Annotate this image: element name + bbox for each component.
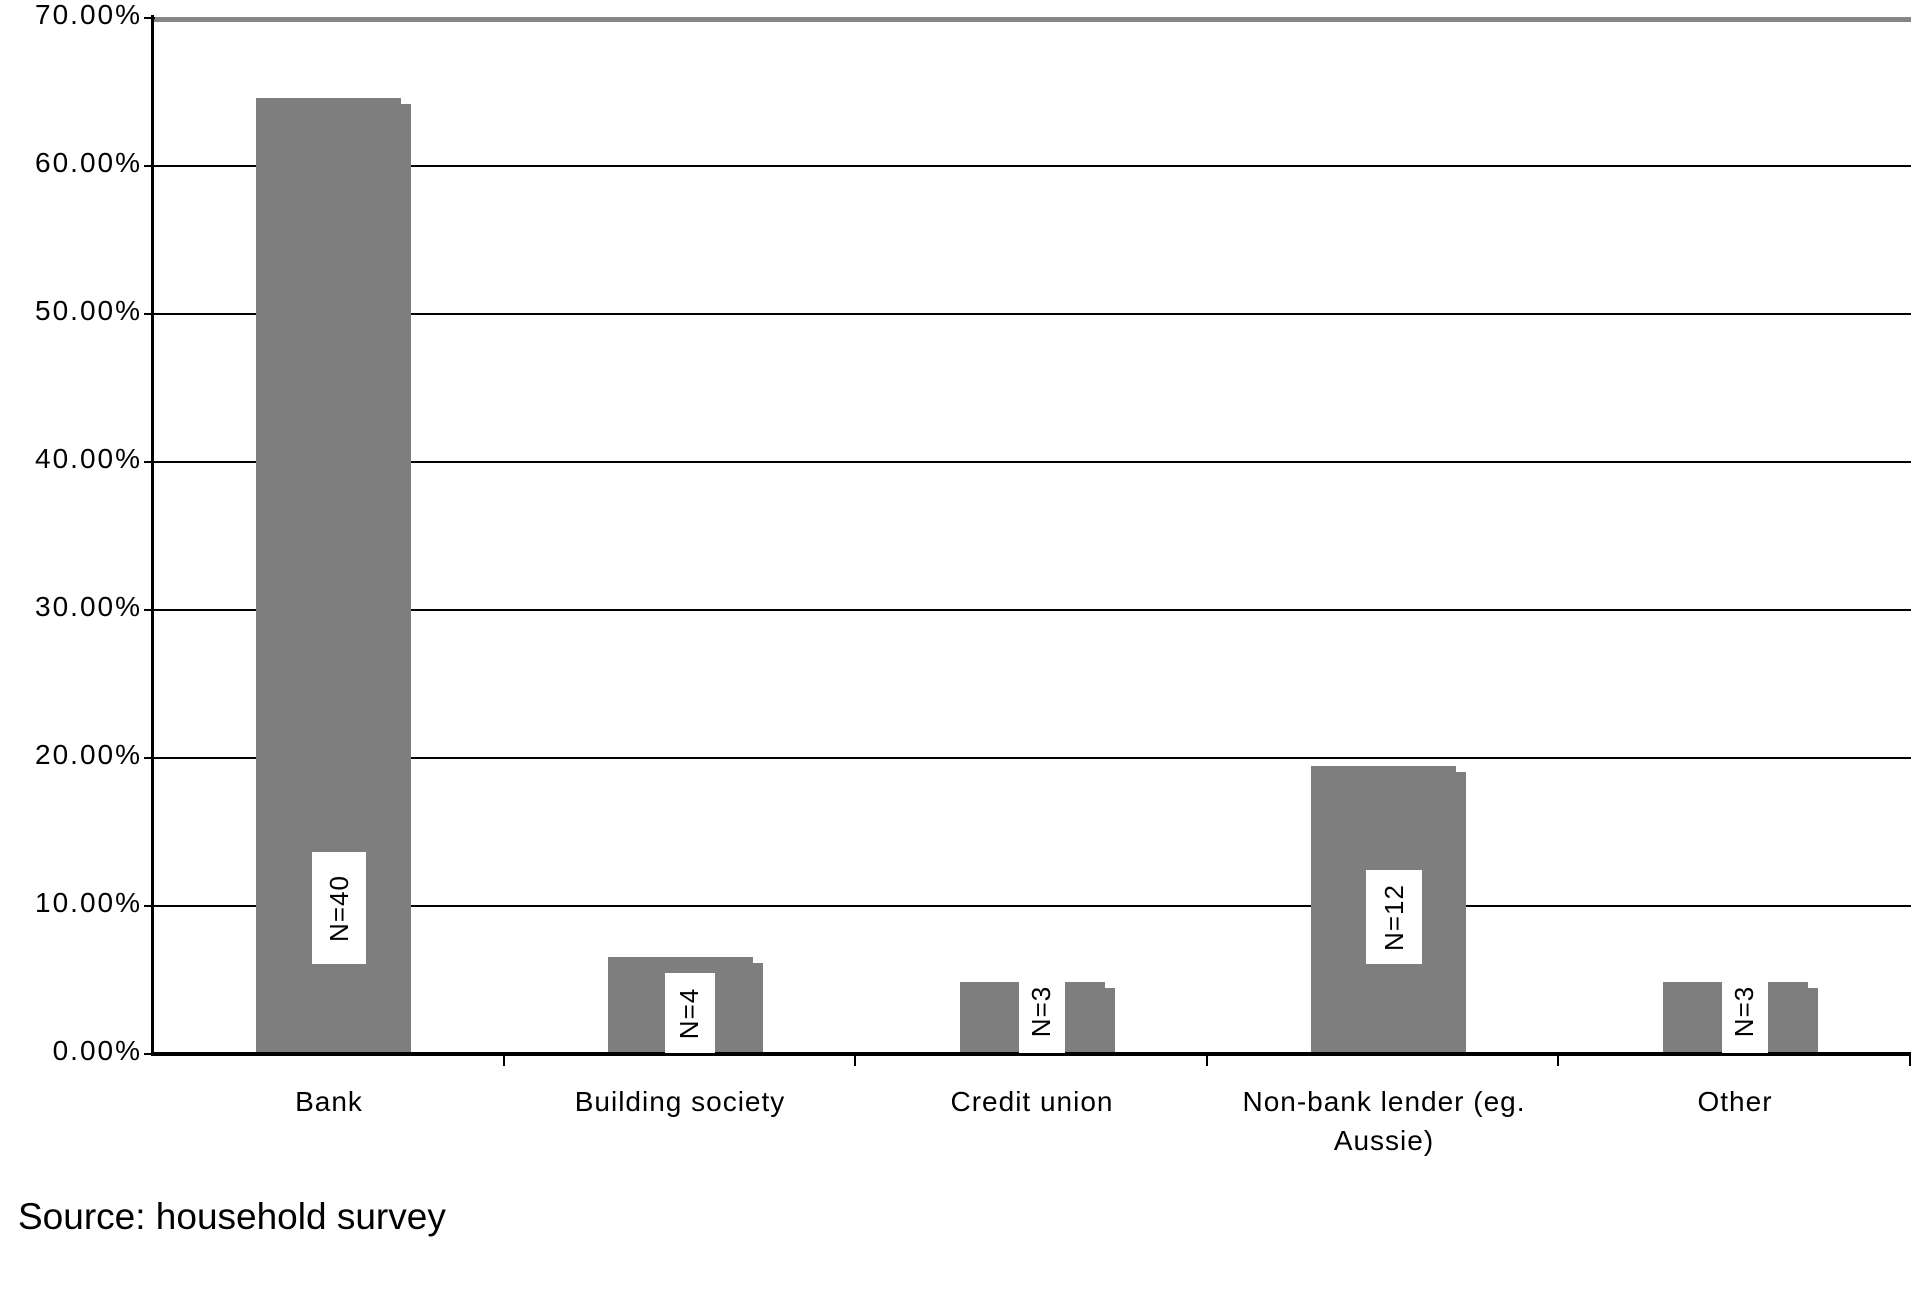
y-axis-tick-label: 70.00% [35,0,142,30]
x-axis-category-label: Credit union [950,1086,1114,1117]
gridline-10pct [153,905,1911,907]
x-axis-tick [1206,1053,1208,1066]
x-axis-category-label: Building society [574,1086,786,1117]
x-axis-tick [1909,1053,1911,1066]
x-axis-category-label: Non-bank lender (eg. Aussie) [1242,1086,1526,1156]
bar-count-label: N=12 [1366,870,1422,964]
bar-count-text: N=3 [1026,985,1057,1037]
y-axis-tick-label: 40.00% [35,443,142,474]
y-axis-tick-label: 50.00% [35,295,142,326]
x-axis-category-label: Other [1697,1086,1773,1117]
y-axis-tick-label: 10.00% [35,887,142,918]
y-axis-tick [144,757,155,759]
x-axis-tick [503,1053,505,1066]
bar-count-text: N=12 [1378,883,1409,951]
y-axis-tick [144,1053,155,1055]
y-axis-tick [144,17,155,19]
bar-count-label: N=3 [1019,969,1065,1053]
bar-count-label: N=40 [312,852,366,964]
bar-count-label: N=4 [665,973,715,1053]
gridline-70pct [153,17,1911,22]
x-axis-category-label: Bank [295,1086,363,1117]
y-axis-line [151,15,154,1056]
y-axis-tick [144,165,155,167]
y-axis-tick [144,461,155,463]
x-axis-baseline [151,1052,1911,1056]
bar-count-text: N=3 [1729,985,1760,1037]
bar-count-label: N=3 [1722,969,1768,1053]
y-axis-tick-label: 60.00% [35,147,142,178]
gridline-20pct [153,757,1911,759]
x-axis-tick [854,1053,856,1066]
y-axis-tick [144,313,155,315]
bar-count-text: N=4 [674,987,705,1039]
gridline-40pct [153,461,1911,463]
gridline-30pct [153,609,1911,611]
y-axis-tick-label: 30.00% [35,591,142,622]
y-axis-tick [144,609,155,611]
y-axis-tick [144,905,155,907]
gridline-60pct [153,165,1911,167]
source-note: Source: household survey [18,1196,446,1237]
bar-count-text: N=40 [323,874,354,942]
x-axis-tick [1557,1053,1559,1066]
y-axis-tick-label: 20.00% [35,739,142,770]
gridline-50pct [153,313,1911,315]
y-axis-tick-label: 0.00% [52,1035,142,1066]
